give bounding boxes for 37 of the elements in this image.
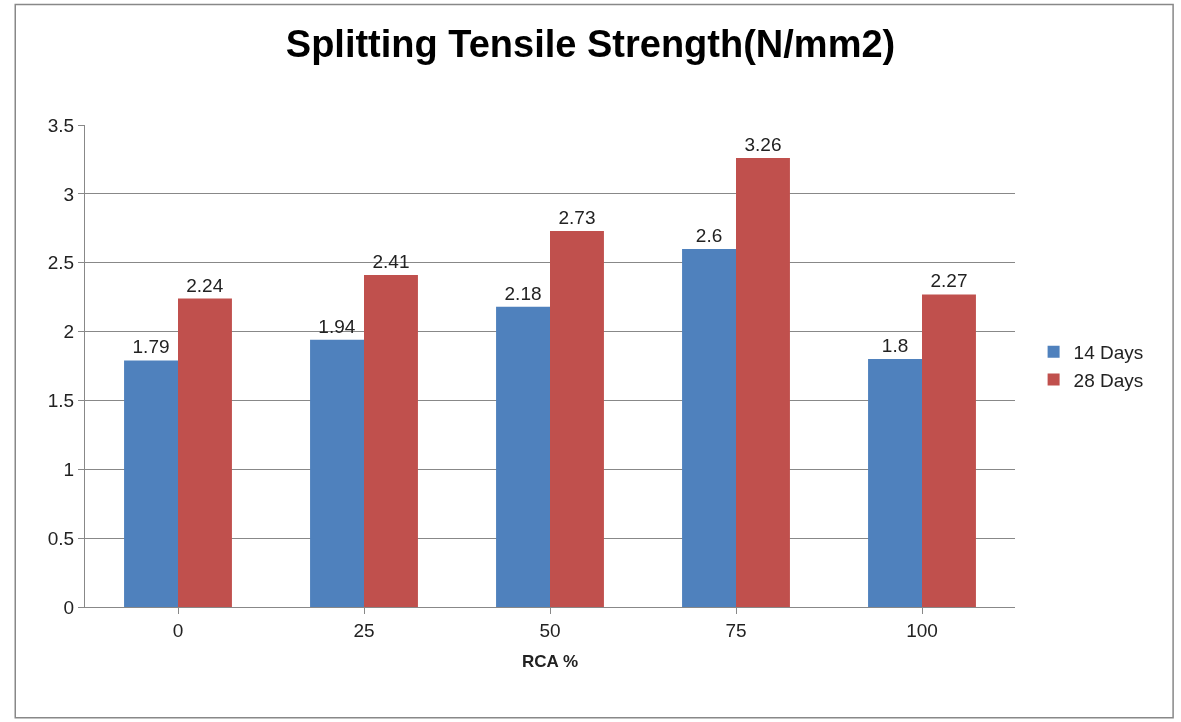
bar (310, 339, 364, 607)
bar (736, 158, 790, 607)
bar (496, 306, 550, 607)
data-label: 2.24 (186, 274, 224, 296)
y-tick-label: 3 (63, 183, 75, 205)
y-tick-label: 2 (63, 321, 75, 343)
x-tick-label: 0 (172, 619, 184, 641)
bar (124, 360, 178, 607)
bar (178, 298, 232, 607)
y-tick-label: 3.5 (47, 114, 75, 136)
x-tick-label: 25 (353, 619, 375, 641)
y-tick-label: 0 (63, 596, 75, 618)
bar (550, 231, 604, 607)
x-tick-label: 75 (725, 619, 747, 641)
bar (682, 248, 736, 607)
data-label: 3.26 (744, 134, 782, 156)
data-label: 2.18 (504, 282, 542, 304)
data-label: 1.94 (318, 315, 356, 337)
y-tick-label: 2.5 (47, 252, 75, 274)
legend-label: 28 Days (1073, 369, 1144, 391)
x-axis-title: RCA % (521, 652, 579, 672)
data-label: 2.27 (930, 270, 968, 292)
data-label: 1.79 (132, 336, 170, 358)
x-tick-label: 50 (539, 619, 561, 641)
y-tick-label: 1.5 (47, 390, 75, 412)
bar (868, 359, 922, 607)
data-label: 1.8 (881, 335, 909, 357)
bar (364, 275, 418, 607)
legend-label: 14 Days (1073, 342, 1144, 364)
data-label: 2.6 (695, 224, 723, 246)
data-label: 2.73 (558, 207, 596, 229)
y-tick-label: 1 (63, 458, 75, 480)
chart-title: Splitting Tensile Strength(N/mm2) (285, 22, 896, 65)
bar (922, 294, 976, 607)
x-tick-label: 100 (906, 619, 938, 641)
y-tick-label: 0.5 (47, 527, 75, 549)
data-label: 2.41 (372, 251, 410, 273)
